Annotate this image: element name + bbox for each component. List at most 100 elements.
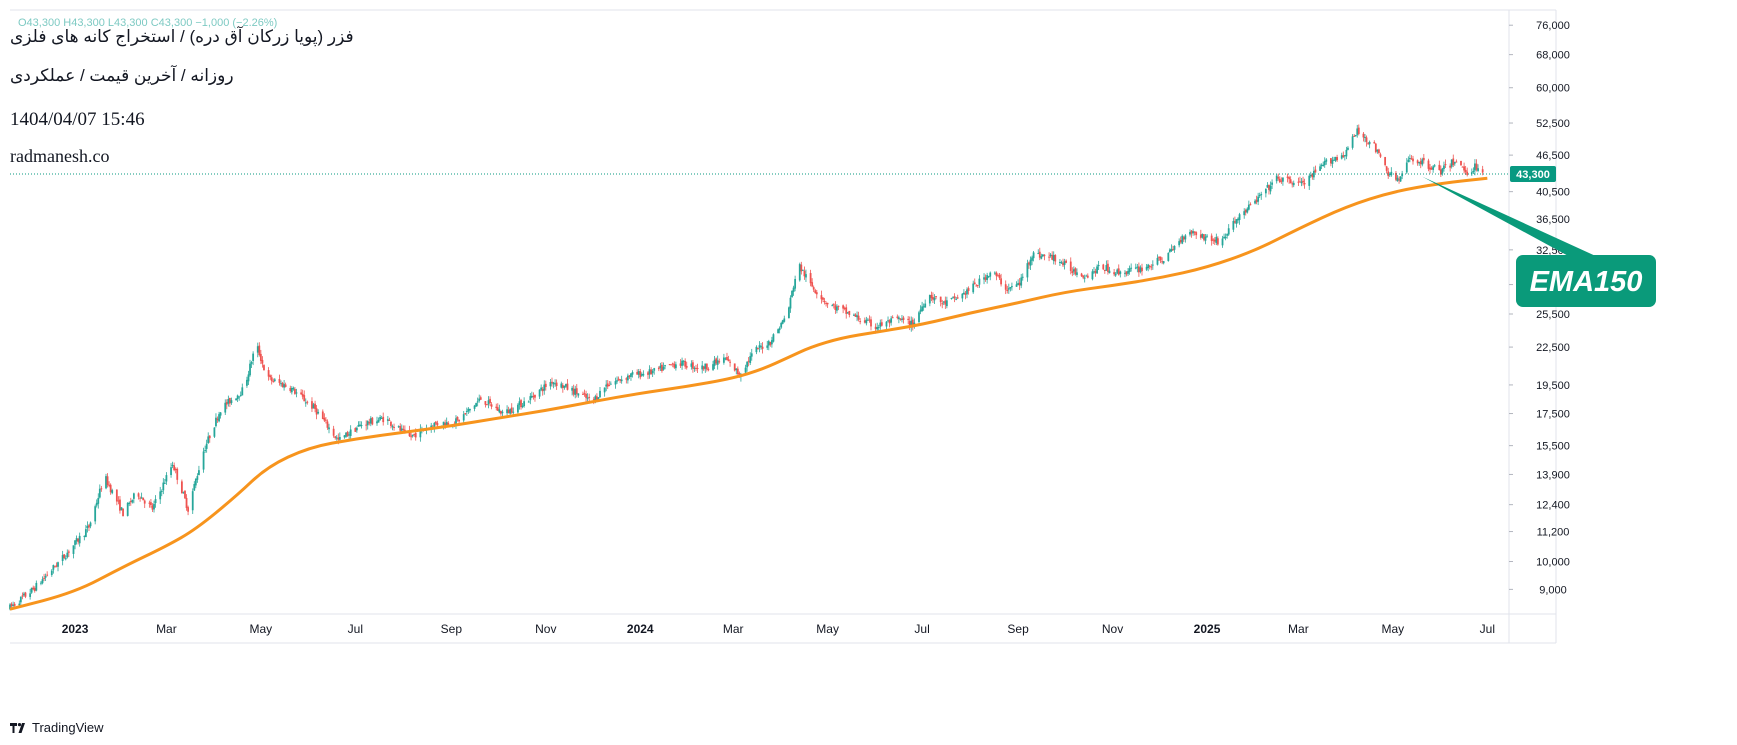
tradingview-brand[interactable]: TradingView: [10, 720, 104, 735]
candle-body: [1048, 256, 1050, 258]
candle: [842, 304, 845, 314]
candle-body: [57, 562, 59, 567]
candle: [747, 357, 750, 367]
candle: [259, 349, 262, 365]
candle-body: [582, 393, 584, 395]
candle-body: [854, 314, 857, 317]
candle-body: [823, 300, 826, 303]
candle-body: [1051, 254, 1054, 260]
candle: [1421, 157, 1424, 167]
candle-body: [1255, 199, 1258, 203]
time-tick-label: 2023: [62, 622, 89, 636]
candle: [718, 358, 721, 364]
candle: [348, 431, 351, 439]
candle-body: [1443, 165, 1445, 169]
candle-body: [400, 428, 403, 431]
candle: [998, 273, 1001, 280]
candle-body: [554, 383, 556, 385]
candle: [54, 565, 56, 568]
candle-body: [674, 364, 677, 369]
candle-body: [1376, 149, 1379, 152]
candle: [1028, 261, 1030, 269]
candle-body: [1052, 254, 1055, 261]
candle: [269, 374, 272, 380]
candle: [1244, 208, 1247, 216]
candle-body: [661, 364, 663, 372]
time-axis[interactable]: 2023 Mar May Jul Sep Nov 2024 Mar May Jul Sep Nov 20…: [62, 622, 1495, 636]
candle: [162, 478, 165, 495]
candle: [1412, 155, 1414, 165]
price-tick-label: 36,500: [1536, 214, 1570, 226]
candle-body: [1117, 268, 1120, 275]
candle: [256, 342, 259, 358]
candle: [1474, 159, 1476, 176]
candle-body: [640, 374, 643, 376]
candle: [359, 421, 361, 427]
candle: [1278, 176, 1281, 184]
candle-body: [32, 587, 35, 590]
candle: [476, 397, 479, 407]
candle-body: [966, 289, 968, 295]
candle: [1384, 156, 1387, 167]
candle: [552, 381, 555, 389]
candle-body: [972, 283, 975, 293]
candle-body: [521, 405, 524, 408]
candle-body: [1340, 155, 1343, 159]
candle-body: [1439, 169, 1442, 175]
candle-body: [35, 582, 38, 591]
candle: [64, 555, 67, 561]
candle: [185, 494, 188, 511]
candle-body: [1167, 252, 1170, 261]
candle: [1151, 260, 1154, 270]
candle: [932, 292, 934, 303]
candle-body: [1060, 262, 1063, 264]
candle: [637, 368, 640, 379]
candle-body: [1269, 185, 1272, 192]
candle: [1356, 124, 1359, 138]
candle-body: [202, 451, 205, 470]
candle: [360, 421, 363, 429]
candle: [57, 561, 59, 572]
candle-body: [1291, 183, 1294, 185]
candle-body: [1190, 230, 1193, 234]
candle: [1213, 237, 1216, 245]
candle: [848, 310, 851, 318]
candle: [1130, 263, 1133, 272]
candle-body: [704, 363, 707, 369]
candle-body: [989, 272, 992, 277]
candle: [712, 360, 714, 371]
ema150-line: [9, 176, 1488, 611]
candle: [620, 375, 623, 384]
candle-body: [798, 264, 801, 281]
candle-body: [1000, 278, 1002, 285]
candle-body: [115, 489, 118, 502]
candle: [174, 467, 177, 474]
candle: [760, 342, 762, 350]
candle: [1405, 158, 1408, 174]
candle-body: [749, 356, 752, 364]
candle-body: [1474, 163, 1476, 171]
candle-body: [1071, 271, 1074, 274]
candle: [1173, 245, 1176, 253]
candle-body: [1357, 127, 1360, 134]
candle: [376, 416, 378, 426]
candle-body: [184, 490, 186, 499]
candle-body: [890, 318, 893, 323]
candle-body: [1384, 157, 1387, 166]
candle: [1303, 178, 1306, 189]
candle: [143, 499, 146, 509]
candle-body: [465, 411, 468, 413]
candle: [140, 492, 143, 499]
candle-body: [171, 464, 174, 467]
candle-body: [1320, 164, 1323, 166]
candle-body: [1323, 160, 1326, 166]
candle: [543, 380, 546, 395]
candle-body: [1268, 184, 1270, 190]
candle-body: [1429, 167, 1431, 170]
candle: [679, 359, 682, 368]
candle: [176, 467, 179, 485]
candle: [1364, 133, 1366, 143]
candle: [1288, 175, 1291, 184]
candle-body: [1086, 275, 1089, 278]
